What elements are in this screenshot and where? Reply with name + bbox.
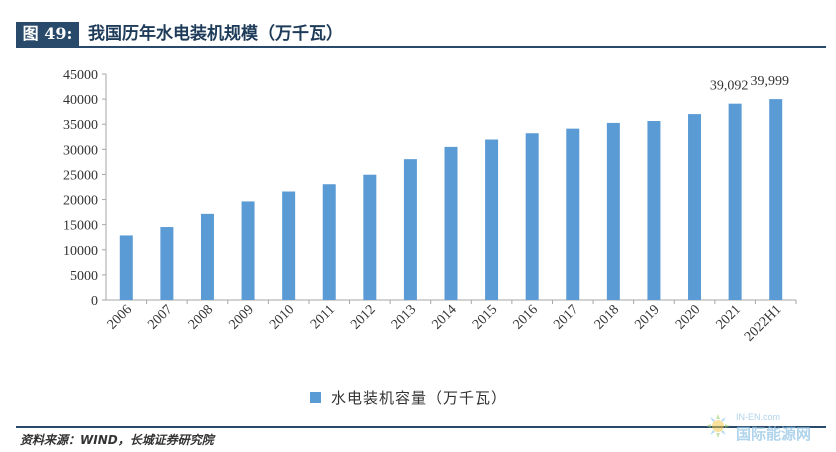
x-tick-label: 2008: [186, 302, 216, 332]
x-tick-label: 2009: [226, 302, 256, 332]
bar: [160, 227, 174, 300]
watermark-name: 国际能源网: [736, 425, 811, 443]
y-tick-label: 40000: [63, 93, 98, 108]
bar: [444, 146, 458, 300]
legend-swatch: [310, 391, 321, 403]
bar: [200, 213, 214, 300]
footer-divider: [16, 426, 826, 428]
bar: [688, 114, 702, 301]
x-tick-label: 2010: [267, 302, 297, 332]
x-tick-label: 2015: [470, 302, 500, 332]
x-tick-label: 2021: [714, 302, 744, 332]
bar: [728, 103, 742, 300]
bar: [282, 191, 296, 300]
legend-label: 水电装机容量（万千瓦）: [331, 388, 508, 407]
bar: [606, 122, 620, 300]
y-tick-label: 45000: [63, 68, 98, 83]
x-tick-label: 2011: [308, 302, 338, 332]
bar: [119, 235, 133, 300]
x-tick-label: 2020: [673, 302, 703, 332]
y-tick-label: 35000: [63, 118, 98, 133]
x-tick-label: 2006: [105, 302, 135, 332]
x-tick-label: 2012: [348, 302, 378, 332]
bar: [403, 159, 417, 300]
x-tick-label: 2017: [551, 302, 581, 332]
bar: [525, 133, 539, 300]
bar: [241, 201, 255, 300]
y-tick-label: 10000: [63, 244, 98, 259]
data-label: 39,999: [750, 74, 789, 89]
x-tick-label: 2019: [632, 302, 662, 332]
x-tick-label: 2007: [145, 302, 175, 332]
bar: [322, 184, 336, 300]
y-tick-label: 30000: [63, 143, 98, 158]
source-note: 资料来源：WIND，长城证券研究院: [20, 433, 214, 447]
y-tick-label: 5000: [70, 269, 98, 284]
data-label: 39,092: [710, 79, 749, 94]
figure-title: 我国历年水电装机规模（万千瓦）: [88, 24, 343, 44]
watermark-logo: IN-EN.com 国际能源网: [706, 412, 811, 443]
bar: [363, 174, 377, 300]
x-tick-label: 2018: [592, 302, 622, 332]
y-tick-label: 25000: [63, 168, 98, 183]
x-tick-label: 2022H1: [742, 302, 785, 345]
legend: 水电装机容量（万千瓦）: [310, 387, 507, 407]
bar: [566, 128, 580, 300]
y-tick-label: 15000: [63, 219, 98, 234]
bar: [485, 139, 499, 300]
x-tick-label: 2016: [511, 302, 541, 332]
figure-label: 图 49:: [16, 22, 79, 46]
sun-icon: [706, 414, 730, 438]
x-tick-label: 2013: [389, 302, 419, 332]
bar: [769, 99, 783, 300]
title-divider: [16, 46, 826, 48]
y-tick-label: 0: [91, 294, 98, 309]
y-tick-label: 20000: [63, 194, 98, 209]
title-bar: 图 49: 我国历年水电装机规模（万千瓦）: [0, 0, 836, 48]
watermark-domain: IN-EN.com: [736, 412, 780, 422]
bar: [647, 121, 661, 301]
x-tick-label: 2014: [429, 302, 459, 332]
